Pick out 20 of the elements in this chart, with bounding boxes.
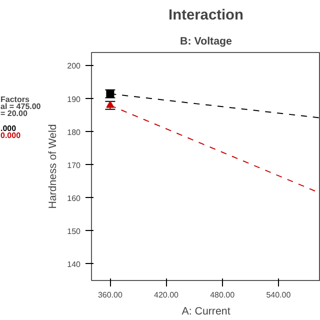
- y-tick-label: 160: [67, 194, 82, 203]
- y-tick-label: 200: [67, 62, 82, 71]
- y-tick-label: 140: [67, 260, 82, 269]
- y-tick-label: 150: [67, 226, 82, 236]
- x-tick-label: 540.00: [266, 290, 292, 300]
- chart-title: Interaction: [168, 8, 244, 24]
- text: 0.000: [0, 131, 22, 140]
- text: Factors: [0, 94, 30, 104]
- x-tick-label: 360.00: [98, 290, 123, 300]
- chart-subtitle: B: Voltage: [180, 36, 232, 48]
- x-axis-title: A: Current: [182, 306, 230, 318]
- text: = 20.00: [0, 109, 28, 118]
- y-tick-label: 170: [67, 160, 82, 170]
- y-axis-title: Hardness of Weld: [47, 124, 60, 209]
- x-tick-label: 480.00: [210, 290, 236, 300]
- y-tick-label: 190: [67, 94, 82, 104]
- text: al = 475.00: [0, 102, 42, 111]
- x-tick-label: 420.00: [154, 290, 180, 300]
- y-tick-label: 180: [67, 128, 82, 137]
- text: .000: [0, 124, 17, 133]
